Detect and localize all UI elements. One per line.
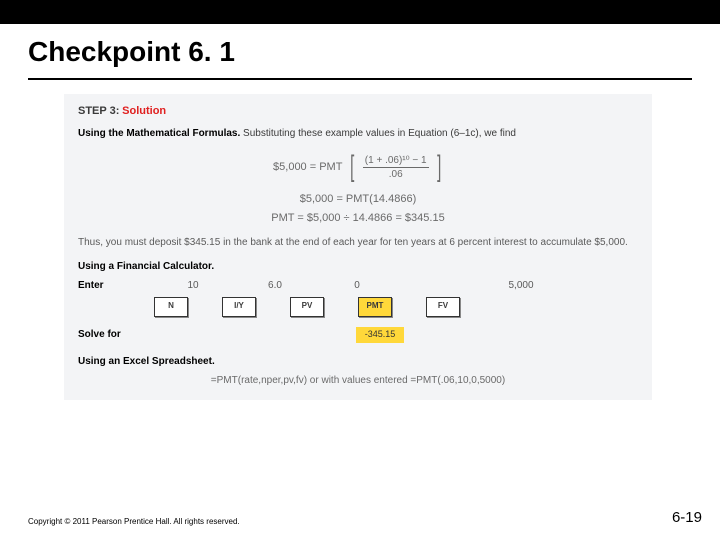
slide-title: Checkpoint 6. 1 [28,36,692,68]
math-heading: Using the Mathematical Formulas. [78,128,240,139]
val-n: 10 [176,279,210,293]
btn-n: N [154,297,188,317]
footer: Copyright © 2011 Pearson Prentice Hall. … [28,509,702,526]
excel-heading: Using an Excel Spreadsheet. [78,355,638,369]
equation-1: $5,000 = PMT [ (1 + .06)¹⁰ − 1 .06 ] [78,152,638,182]
slide-content: Checkpoint 6. 1 STEP 3: Solution Using t… [0,24,720,400]
equation-2: $5,000 = PMT(14.4866) [78,192,638,207]
eq1-denominator: .06 [389,168,403,180]
btn-fv: FV [426,297,460,317]
right-bracket-icon: ] [437,152,441,182]
solve-result: -345.15 [356,327,404,343]
calculator-enter-row: Enter 10 6.0 0 5,000 [78,279,638,293]
calculator-values: 10 6.0 0 5,000 [176,279,538,293]
solution-panel: STEP 3: Solution Using the Mathematical … [64,94,652,400]
btn-iy: I/Y [222,297,256,317]
calculator-heading: Using a Financial Calculator. [78,260,638,274]
copyright-text: Copyright © 2011 Pearson Prentice Hall. … [28,517,240,526]
page-number: 6-19 [672,509,702,526]
math-intro: Using the Mathematical Formulas. Substit… [78,127,638,141]
eq1-numerator: (1 + .06)¹⁰ − 1 [363,155,429,168]
solve-label: Solve for [78,328,134,342]
left-bracket-icon: [ [351,152,355,182]
eq1-lhs: $5,000 = PMT [273,160,342,175]
val-pmt [422,279,456,293]
enter-label: Enter [78,279,134,293]
title-underline [28,78,692,80]
val-pv: 0 [340,279,374,293]
top-bar [0,0,720,24]
conclusion-text: Thus, you must deposit $345.15 in the ba… [78,236,638,250]
step-line: STEP 3: Solution [78,104,638,119]
val-iy: 6.0 [258,279,292,293]
excel-section: Using an Excel Spreadsheet. =PMT(rate,np… [78,355,638,388]
math-intro-text: Substituting these example values in Equ… [240,128,516,139]
step-label: STEP 3: [78,105,119,117]
btn-pv: PV [290,297,324,317]
calculator-button-row: N I/Y PV PMT FV [154,297,638,317]
btn-pmt: PMT [358,297,392,317]
eq1-fraction: (1 + .06)¹⁰ − 1 .06 [363,155,429,180]
val-fv: 5,000 [504,279,538,293]
excel-formula: =PMT(rate,nper,pv,fv) or with values ent… [78,374,638,388]
calculator-solve-row: Solve for -345.15 [78,327,638,343]
equation-3: PMT = $5,000 ÷ 14.4866 = $345.15 [78,211,638,226]
solution-label: Solution [122,105,166,117]
